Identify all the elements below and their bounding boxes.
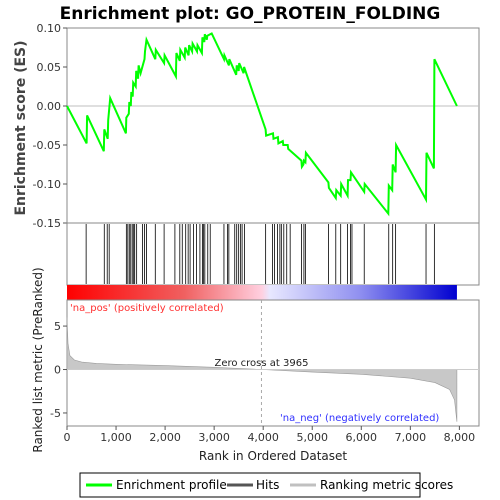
es-y-tick-label: -0.15 bbox=[33, 217, 61, 230]
metric-y-axis-label: Ranked list metric (PreRanked) bbox=[31, 267, 45, 452]
metric-panel: 50-5 0 1,000 2,000 3,000 4,000 5,000 6,000 7,00… bbox=[50, 299, 480, 444]
x-tick-label: 8,000 bbox=[444, 431, 476, 444]
legend: Enrichment profile Hits Ranking metric s… bbox=[79, 472, 453, 498]
x-tick-label: 2,000 bbox=[149, 431, 181, 444]
es-y-tick-label: 0.00 bbox=[37, 100, 62, 113]
x-tick-label: 1,000 bbox=[100, 431, 132, 444]
x-tick-label: 5,000 bbox=[296, 431, 328, 444]
x-tick-label: 4,000 bbox=[247, 431, 279, 444]
es-y-tick-label: -0.05 bbox=[33, 139, 61, 152]
colorbar-gradient bbox=[67, 285, 457, 300]
x-tick-label: 3,000 bbox=[198, 431, 230, 444]
legend-box bbox=[79, 472, 421, 498]
metric-y-tick-label: 5 bbox=[54, 320, 61, 333]
hits-panel bbox=[66, 222, 480, 286]
metric-y-ticks: 5 0 -5 bbox=[50, 320, 67, 420]
legend-label-hits: Hits bbox=[256, 478, 279, 492]
x-tick-label: 0 bbox=[64, 431, 71, 444]
es-y-tick-label: 0.10 bbox=[37, 22, 62, 35]
na-neg-label: 'na_neg' (negatively correlated) bbox=[280, 413, 439, 424]
hit-lines bbox=[85, 224, 435, 284]
metric-x-ticks: 0 1,000 2,000 3,000 4,000 5,000 6,000 7,000 8,00… bbox=[64, 426, 476, 444]
metric-y-tick-label: -5 bbox=[50, 407, 61, 420]
legend-label-enrichment: Enrichment profile bbox=[116, 478, 227, 492]
metric-y-tick-label: 0 bbox=[54, 364, 61, 377]
enrichment-profile-line bbox=[66, 32, 458, 217]
legend-label-ranking: Ranking metric scores bbox=[320, 478, 453, 492]
chart-title: Enrichment plot: GO_PROTEIN_FOLDING bbox=[60, 4, 441, 24]
es-y-tick-label: -0.10 bbox=[33, 178, 61, 191]
x-tick-label: 7,000 bbox=[395, 431, 427, 444]
es-panel: 0.10 0.05 0.00 -0.05 -0.10 -0.15 bbox=[33, 22, 480, 230]
hits-plot-area bbox=[66, 222, 480, 286]
es-y-ticks: 0.10 0.05 0.00 -0.05 -0.10 -0.15 bbox=[33, 22, 67, 230]
es-plot-area bbox=[66, 27, 480, 224]
x-tick-label: 6,000 bbox=[346, 431, 378, 444]
metric-plot-area bbox=[66, 299, 480, 427]
es-y-axis-label: Enrichment score (ES) bbox=[13, 40, 29, 215]
na-pos-label: 'na_pos' (positively correlated) bbox=[70, 303, 224, 314]
x-axis-label: Rank in Ordered Dataset bbox=[199, 449, 347, 463]
ranking-colorbar bbox=[67, 285, 457, 300]
es-y-tick-label: 0.05 bbox=[37, 61, 62, 74]
zero-cross-label: Zero cross at 3965 bbox=[214, 358, 308, 369]
